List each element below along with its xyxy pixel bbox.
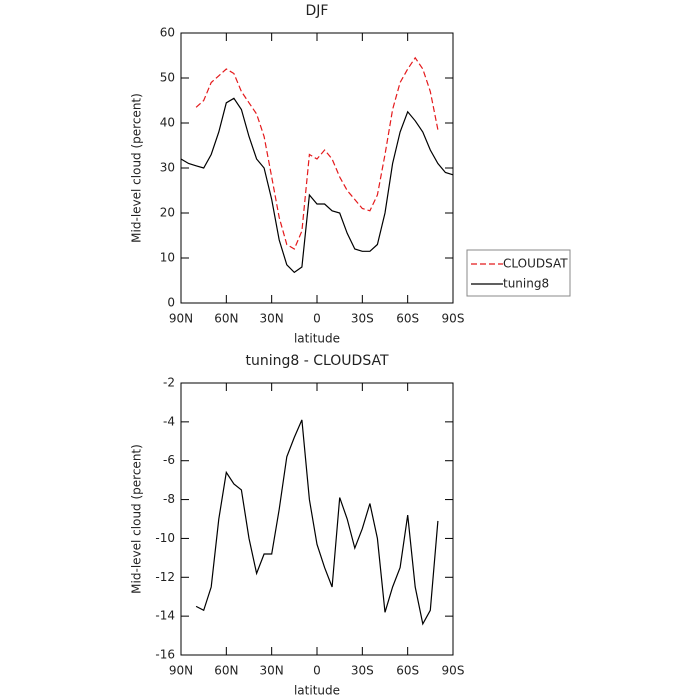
- x-tick-label: 90S: [442, 312, 465, 326]
- x-tick-label: 90N: [169, 664, 193, 678]
- plot-frame: [180, 32, 454, 304]
- x-tick-label: 0: [313, 664, 321, 678]
- chart-title: tuning8 - CLOUDSAT: [245, 353, 389, 369]
- x-tick-label: 60S: [396, 312, 419, 326]
- x-tick-label: 60N: [214, 664, 238, 678]
- legend-box: [466, 249, 571, 297]
- y-tick-label: -16: [155, 648, 175, 662]
- y-tick-label: 60: [160, 26, 175, 40]
- y-tick-label: 30: [160, 161, 175, 175]
- y-tick-label: 10: [160, 251, 175, 265]
- y-tick-label: 40: [160, 116, 175, 130]
- y-tick-label: -2: [163, 376, 175, 390]
- legend-label: tuning8: [503, 277, 549, 291]
- y-tick-label: -10: [155, 531, 175, 545]
- x-tick-label: 30N: [260, 664, 284, 678]
- y-axis-label: Mid-level cloud (percent): [130, 444, 144, 594]
- x-tick-label: 30S: [351, 312, 374, 326]
- y-tick-label: -12: [155, 570, 175, 584]
- y-tick-label: 50: [160, 71, 175, 85]
- y-tick-label: -8: [163, 492, 175, 506]
- plot-frame: [180, 382, 454, 656]
- series-line: [195, 56, 439, 250]
- y-tick-label: -6: [163, 453, 175, 467]
- y-axis-label: Mid-level cloud (percent): [130, 93, 144, 243]
- x-tick-label: 0: [313, 312, 321, 326]
- x-tick-label: 60S: [396, 664, 419, 678]
- series-line: [180, 97, 454, 274]
- x-axis-label: latitude: [294, 684, 340, 698]
- x-tick-label: 30S: [351, 664, 374, 678]
- legend-label: CLOUDSAT: [503, 257, 568, 271]
- chart-title: DJF: [306, 3, 329, 19]
- x-tick-label: 30N: [260, 312, 284, 326]
- data-line: [195, 419, 439, 626]
- x-tick-label: 90S: [442, 664, 465, 678]
- x-axis-label: latitude: [294, 332, 340, 346]
- x-tick-label: 60N: [214, 312, 238, 326]
- x-tick-label: 90N: [169, 312, 193, 326]
- y-tick-label: 20: [160, 206, 175, 220]
- y-tick-label: -4: [163, 414, 175, 428]
- y-tick-label: 0: [167, 296, 175, 310]
- y-tick-label: -14: [155, 609, 175, 623]
